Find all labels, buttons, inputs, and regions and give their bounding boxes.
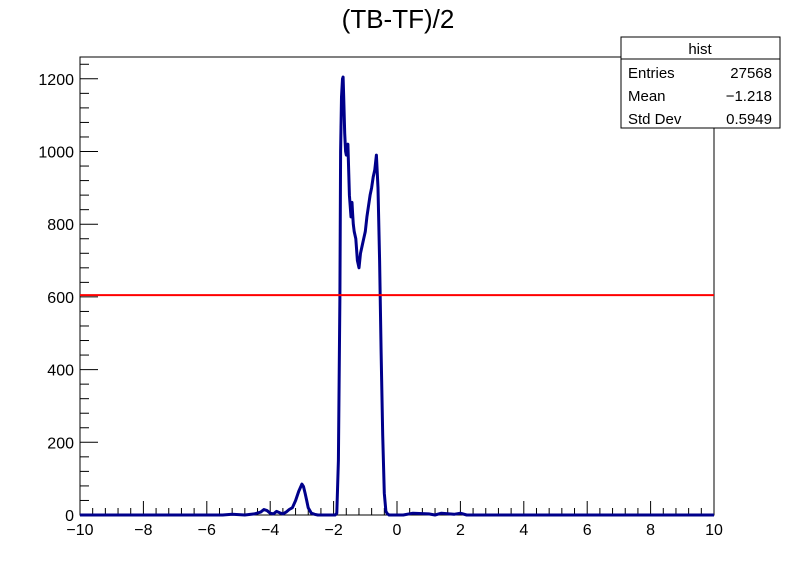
- y-tick-label: 600: [47, 290, 74, 307]
- y-tick-label: 400: [47, 363, 74, 380]
- x-tick-label: 8: [646, 522, 655, 539]
- axis-ticks: [79, 63, 715, 516]
- stats-entries-label: Entries: [628, 65, 675, 82]
- stats-mean-value: −1.218: [726, 88, 772, 105]
- x-tick-label: 4: [519, 522, 528, 539]
- stats-stddev-label: Std Dev: [628, 111, 682, 128]
- stats-box: hist Entries 27568 Mean −1.218 Std Dev 0…: [620, 36, 781, 129]
- x-tick-label: −10: [66, 522, 93, 539]
- y-tick-label: 1000: [38, 145, 74, 162]
- y-tick-label: 0: [65, 508, 74, 525]
- stats-title: hist: [688, 41, 712, 58]
- x-tick-label: −6: [198, 522, 216, 539]
- x-tick-label: 6: [583, 522, 592, 539]
- y-tick-label: 800: [47, 217, 74, 234]
- histogram-line: [80, 75, 714, 517]
- x-tick-label: 0: [393, 522, 402, 539]
- y-tick-label: 200: [47, 435, 74, 452]
- stats-mean-label: Mean: [628, 88, 666, 105]
- x-tick-label: 2: [456, 522, 465, 539]
- stats-frame: [620, 36, 781, 129]
- x-tick-labels: −10 −8 −6 −4 −2 0 2 4 6 8 10: [66, 522, 723, 539]
- y-tick-label: 1200: [38, 72, 74, 89]
- x-tick-label: −4: [261, 522, 279, 539]
- x-tick-label: −2: [324, 522, 342, 539]
- chart-title: (TB-TF)/2: [342, 4, 455, 34]
- series-layer: [80, 75, 714, 517]
- x-tick-label: 10: [705, 522, 723, 539]
- x-tick-label: −8: [134, 522, 152, 539]
- plot-frame: [79, 56, 715, 516]
- y-tick-labels: 0 200 400 600 800 1000 1200: [38, 72, 74, 525]
- stats-stddev-value: 0.5949: [726, 111, 772, 128]
- stats-entries-value: 27568: [730, 65, 772, 82]
